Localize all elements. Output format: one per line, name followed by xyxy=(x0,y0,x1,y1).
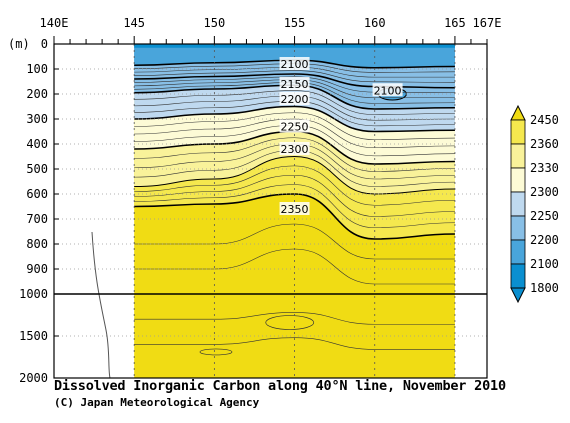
contour-label-bg xyxy=(279,77,310,90)
colorbar-label: 2450 xyxy=(530,113,559,127)
chart-credit: (C) Japan Meteorological Agency xyxy=(54,396,260,409)
isoline-deep-lens xyxy=(199,348,233,356)
x-tick-label: 165 xyxy=(444,16,466,30)
contour-label: 2150 xyxy=(281,78,309,91)
plot-border xyxy=(53,43,488,379)
isoline-minor xyxy=(134,174,455,217)
y-tick-label: 1500 xyxy=(19,329,48,343)
x-tick-label: 140E xyxy=(40,16,69,30)
contour-label: 2250 xyxy=(281,121,309,134)
isoline-minor xyxy=(134,70,455,83)
y-tick-label: 300 xyxy=(26,112,48,126)
y-tick-label: 600 xyxy=(26,187,48,201)
y-tick-label: 100 xyxy=(26,62,48,76)
isoline-d2330 xyxy=(134,155,455,195)
contour-label: 2350 xyxy=(281,203,309,216)
colorbar-segment xyxy=(510,263,526,289)
colorbar-segment xyxy=(510,143,526,169)
x-tick-label: 160 xyxy=(364,16,386,30)
contour-label-bg xyxy=(279,142,310,155)
contour-label: 2100 xyxy=(374,84,402,97)
x-tick-label: 155 xyxy=(284,16,306,30)
x-tick-label: 150 xyxy=(204,16,226,30)
y-tick-label: 400 xyxy=(26,137,48,151)
chart-title: Dissolved Inorganic Carbon along 40°N li… xyxy=(54,378,506,394)
x-tick-label: 167E xyxy=(473,16,502,30)
colorbar-label: 1800 xyxy=(530,281,559,295)
colorbar-segment xyxy=(510,167,526,193)
colorbar-segment xyxy=(510,119,526,145)
profile-trace xyxy=(91,231,111,379)
contour-label-bg xyxy=(279,57,310,70)
isoline-minor xyxy=(134,184,455,229)
y-tick-label: 2000 xyxy=(19,371,48,385)
isoline-d2250 xyxy=(134,105,455,133)
x-axis: 140E 145 150 155 160 165 167E xyxy=(40,16,502,44)
isoline-minor xyxy=(134,137,455,172)
colorbar-label: 2360 xyxy=(530,137,559,151)
y-tick-label: 900 xyxy=(26,262,48,276)
contour-label: 2200 xyxy=(281,93,309,106)
y-tick-label: 0 xyxy=(41,37,48,51)
y-tick-label: 700 xyxy=(26,212,48,226)
y-axis: 0 100 200 300 400 500 600 700 800 900 1000 1500 2000… xyxy=(8,37,59,385)
isoline-deep xyxy=(134,337,455,350)
isoline-minor xyxy=(134,90,455,115)
x-tick-label: 145 xyxy=(123,16,145,30)
colorbar: 2450 2360 2330 2300 2250 2200 2100 1800 xyxy=(510,104,559,304)
isoline-minor xyxy=(134,112,455,140)
contour-label-bg xyxy=(279,92,310,105)
colorbar-bottom-arrow xyxy=(510,287,526,304)
y-tick-label: 1000 xyxy=(19,287,48,301)
colorbar-segment xyxy=(510,191,526,217)
isoline-deep xyxy=(134,312,455,325)
y-tick-label: 500 xyxy=(26,162,48,176)
colorbar-label: 2330 xyxy=(530,161,559,175)
fill-band-d2100 xyxy=(134,44,455,68)
colorbar-label: 2100 xyxy=(530,257,559,271)
y-unit-label: (m) xyxy=(8,37,30,51)
contour-label: 2100 xyxy=(281,58,309,71)
isoline-deep-lens xyxy=(265,315,315,330)
colorbar-label: 2250 xyxy=(530,209,559,223)
grid-layer xyxy=(54,44,487,379)
contour-label-bg xyxy=(279,119,310,133)
contour-labels: 2100 2100 2150 2200 2250 2300 2350 xyxy=(279,57,403,216)
colorbar-segment xyxy=(510,215,526,241)
colorbar-label: 2200 xyxy=(530,233,559,247)
contour-label-bg xyxy=(279,202,310,215)
colorbar-top-arrow xyxy=(510,104,526,121)
y-tick-label: 200 xyxy=(26,87,48,101)
y-tick-label: 800 xyxy=(26,237,48,251)
contour-label-bg xyxy=(372,83,403,97)
contour-label: 2300 xyxy=(281,143,309,156)
colorbar-label: 2300 xyxy=(530,185,559,199)
colorbar-segment xyxy=(510,239,526,265)
plot-frame xyxy=(53,43,488,379)
